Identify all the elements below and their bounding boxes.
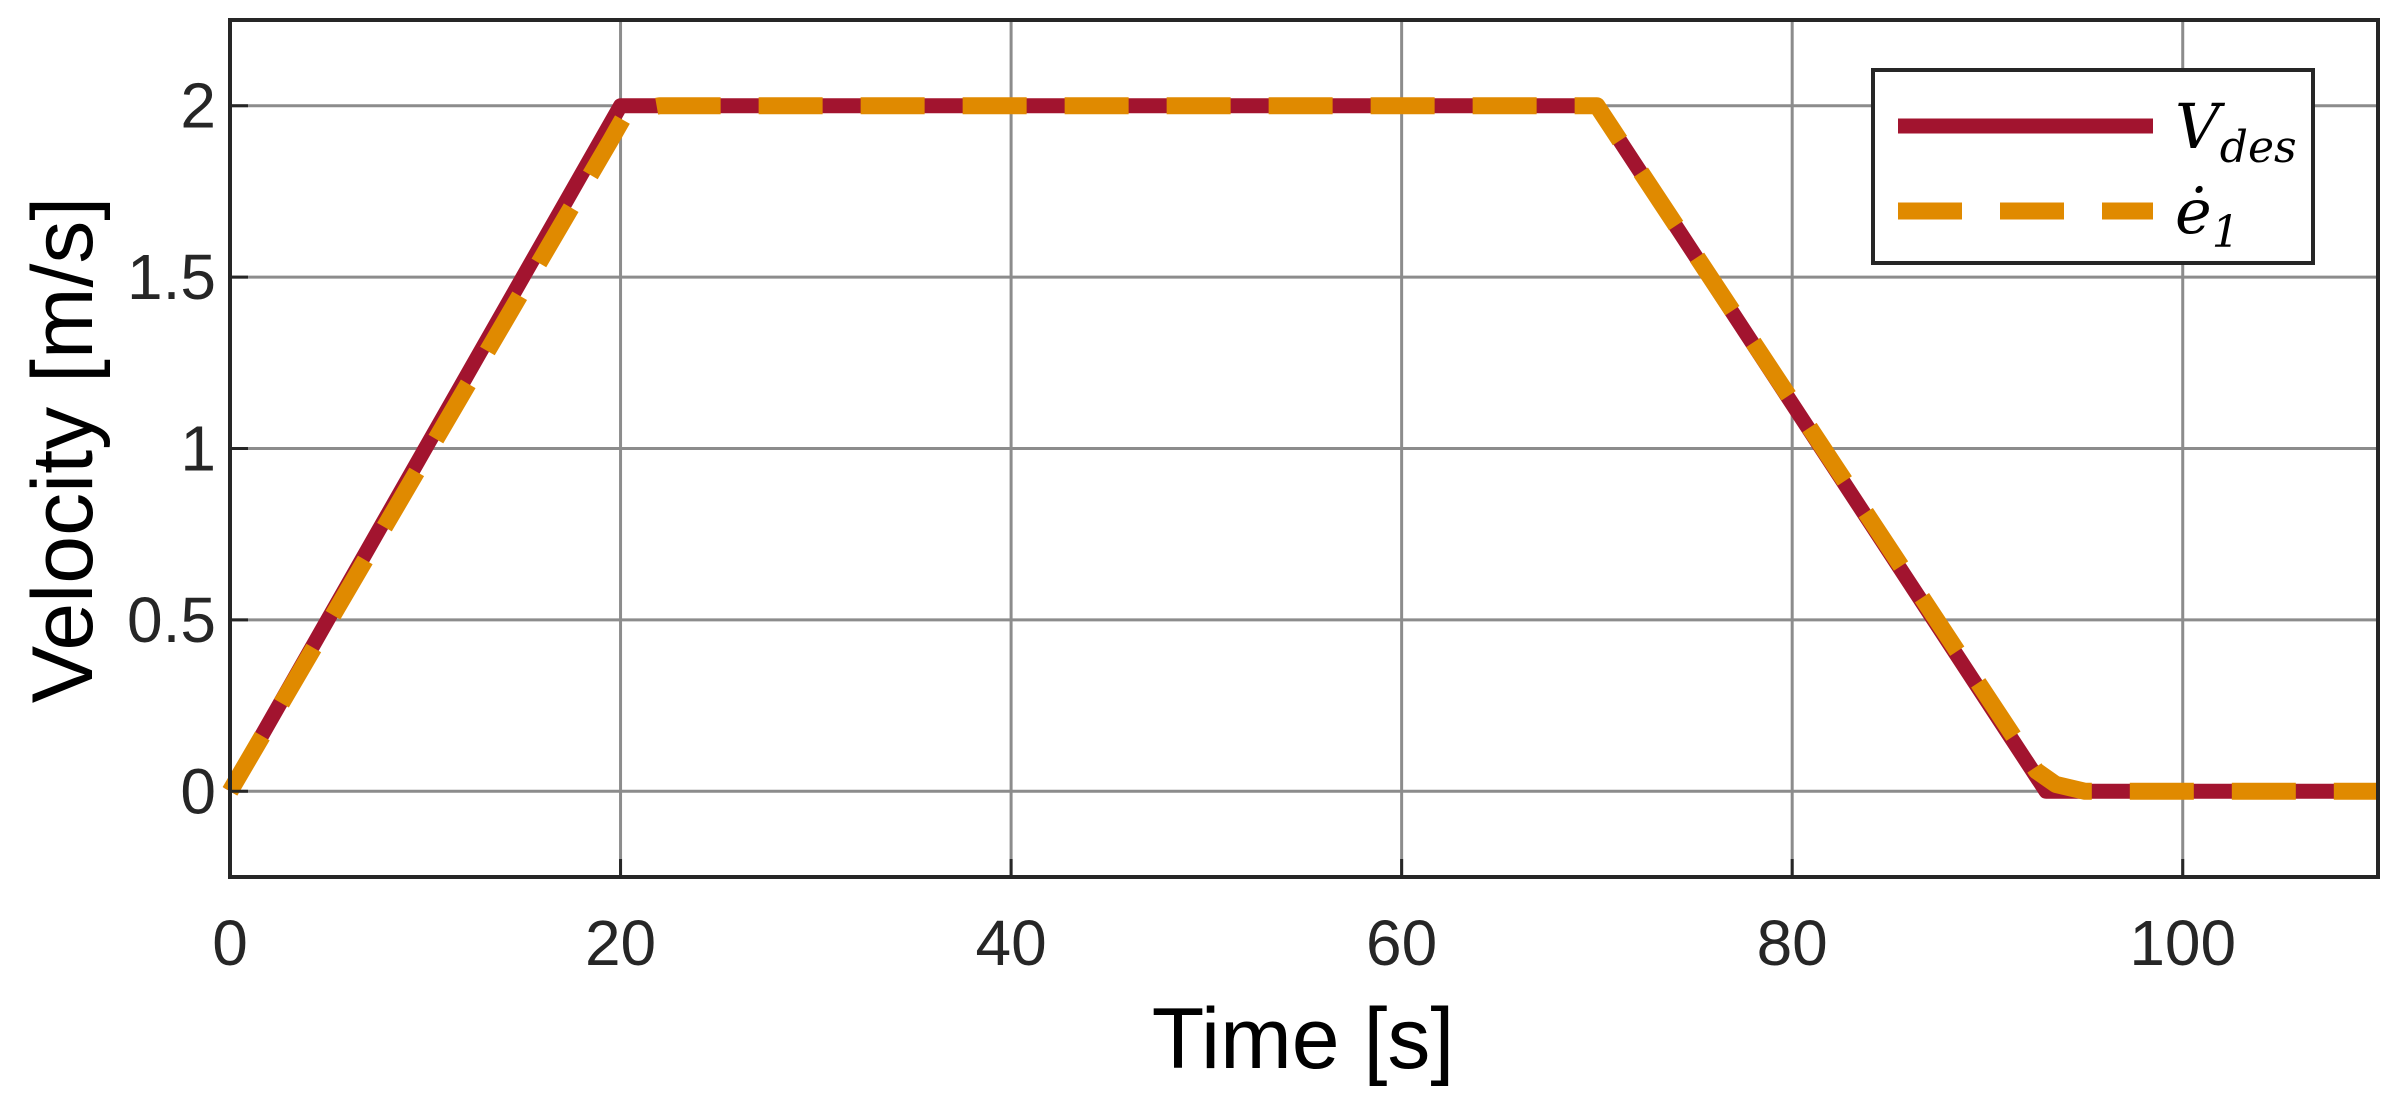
- x-axis-label: Time [s]: [1152, 991, 1455, 1087]
- x-tick-label: 100: [2129, 907, 2236, 979]
- y-tick-label: 1: [180, 413, 216, 485]
- y-tick-label: 0.5: [127, 584, 216, 656]
- x-tick-label: 80: [1757, 907, 1828, 979]
- series-layer: [222, 97, 2378, 800]
- y-tick-label: 2: [180, 70, 216, 142]
- y-tick-label: 1.5: [127, 241, 216, 313]
- x-tick-label: 40: [975, 907, 1046, 979]
- x-tick-label: 0: [212, 907, 248, 979]
- x-tick-label: 60: [1366, 907, 1437, 979]
- legend-label-2: ė1: [2175, 175, 2240, 258]
- y-tick-label: 0: [180, 755, 216, 827]
- y-tick-labels: 0 0.5 1 1.5 2: [127, 70, 248, 827]
- x-tick-labels: 0 20 40 60 80 100: [212, 859, 2236, 979]
- series-line-2: [222, 97, 2378, 800]
- legend-box: [1871, 68, 2315, 265]
- y-axis-label: Velocity [m/s]: [15, 197, 111, 704]
- x-tick-label: 20: [585, 907, 656, 979]
- legend-label-1: Vdes: [2175, 90, 2297, 173]
